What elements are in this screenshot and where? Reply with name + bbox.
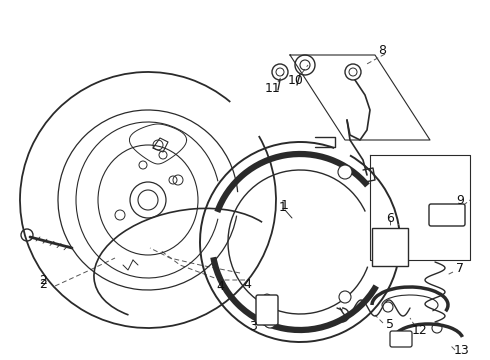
Text: 1: 1 [279,201,287,213]
Text: 6: 6 [386,212,394,225]
Circle shape [264,316,276,328]
Bar [372,228,408,266]
Text: 4: 4 [243,278,251,291]
Text: 8: 8 [378,44,386,57]
FancyBboxPatch shape [390,331,412,347]
Text: 11: 11 [265,81,281,95]
FancyBboxPatch shape [429,204,465,226]
Text: 7: 7 [456,261,464,274]
Circle shape [383,302,393,312]
FancyBboxPatch shape [256,295,278,325]
Text: 2: 2 [39,274,47,288]
Text: 4: 4 [216,279,224,292]
Text: 9: 9 [456,194,464,207]
Text: 12: 12 [412,324,428,337]
Text: 10: 10 [288,73,304,86]
Text: 5: 5 [386,319,394,332]
Text: 1: 1 [281,198,289,212]
Circle shape [263,294,271,302]
Text: 13: 13 [454,343,470,356]
Text: 3: 3 [249,320,257,333]
Circle shape [339,291,351,303]
Text: 2: 2 [39,278,47,291]
Circle shape [338,165,352,179]
